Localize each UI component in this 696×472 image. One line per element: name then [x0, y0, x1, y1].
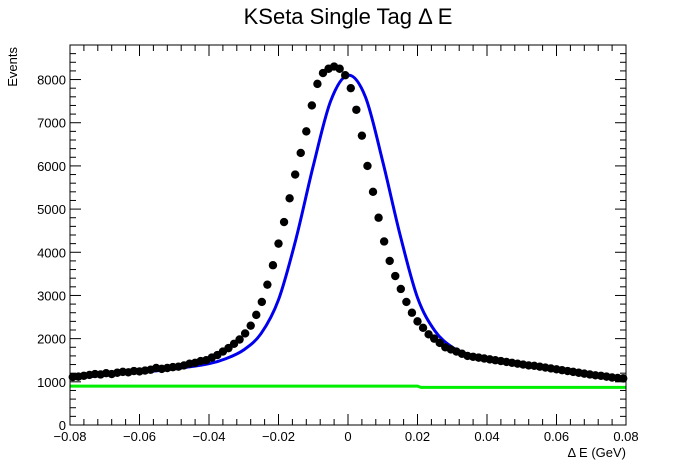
data-point — [407, 308, 417, 317]
x-tick-label: −0.08 — [54, 429, 87, 444]
data-point — [290, 170, 300, 179]
data-point — [619, 374, 628, 383]
x-tick-label: −0.02 — [262, 429, 295, 444]
data-point — [274, 239, 283, 248]
data-point — [379, 237, 389, 246]
data-point — [296, 148, 305, 158]
y-tick-label: 6000 — [37, 159, 66, 174]
x-axis: −0.08 −0.06 −0.04 −0.02 0 0.02 0.04 0.06 0.08 — [54, 45, 639, 444]
x-axis-title: Δ E (GeV) — [567, 445, 626, 460]
data-point — [402, 297, 411, 307]
x-tick-label: −0.06 — [123, 429, 156, 444]
points-layer — [68, 62, 628, 383]
x-tick-label: 0 — [344, 429, 351, 444]
y-tick-label: 0 — [59, 418, 66, 433]
background-fit-line — [70, 384, 626, 389]
data-point — [418, 323, 428, 333]
y-tick-label: 5000 — [37, 202, 66, 217]
data-point — [368, 187, 378, 197]
data-point — [335, 64, 344, 73]
data-point — [263, 280, 272, 289]
data-point — [268, 261, 278, 270]
data-point — [391, 271, 400, 281]
data-point — [374, 213, 383, 222]
data-point — [357, 131, 367, 140]
x-tick-label: 0.06 — [544, 429, 569, 444]
y-tick-label: 7000 — [37, 116, 66, 131]
data-point — [313, 79, 322, 89]
y-tick-label: 3000 — [37, 288, 66, 303]
data-point — [385, 256, 394, 266]
signal-fit-line — [69, 73, 627, 381]
data-point — [279, 217, 289, 227]
data-point — [413, 317, 422, 326]
data-point — [352, 105, 361, 114]
x-tick-label: 0.04 — [474, 429, 499, 444]
x-tick-label: 0.02 — [405, 429, 430, 444]
background-layer — [70, 384, 626, 389]
y-tick-label: 1000 — [37, 375, 66, 390]
data-point — [246, 321, 255, 330]
x-tick-label: 0.08 — [613, 429, 638, 444]
data-point — [235, 335, 244, 344]
data-point — [396, 284, 406, 294]
y-tick-label: 2000 — [37, 332, 66, 347]
data-point — [346, 83, 355, 93]
data-point — [240, 329, 250, 338]
data-point — [285, 194, 294, 203]
y-tick-label: 4000 — [37, 245, 66, 260]
y-tick-label: 8000 — [37, 73, 66, 88]
data-point — [257, 297, 267, 307]
data-point — [302, 127, 311, 136]
y-axis: 0 1000 2000 3000 4000 5000 6000 7000 8000 — [37, 44, 626, 433]
data-point — [363, 161, 372, 171]
x-tick-label: −0.04 — [193, 429, 226, 444]
fit-layer — [69, 73, 627, 381]
data-point — [307, 101, 317, 110]
chart-title: KSeta Single Tag Δ E — [244, 4, 453, 29]
data-point — [341, 71, 350, 80]
y-axis-title: Events — [5, 47, 20, 87]
data-point — [252, 310, 261, 320]
